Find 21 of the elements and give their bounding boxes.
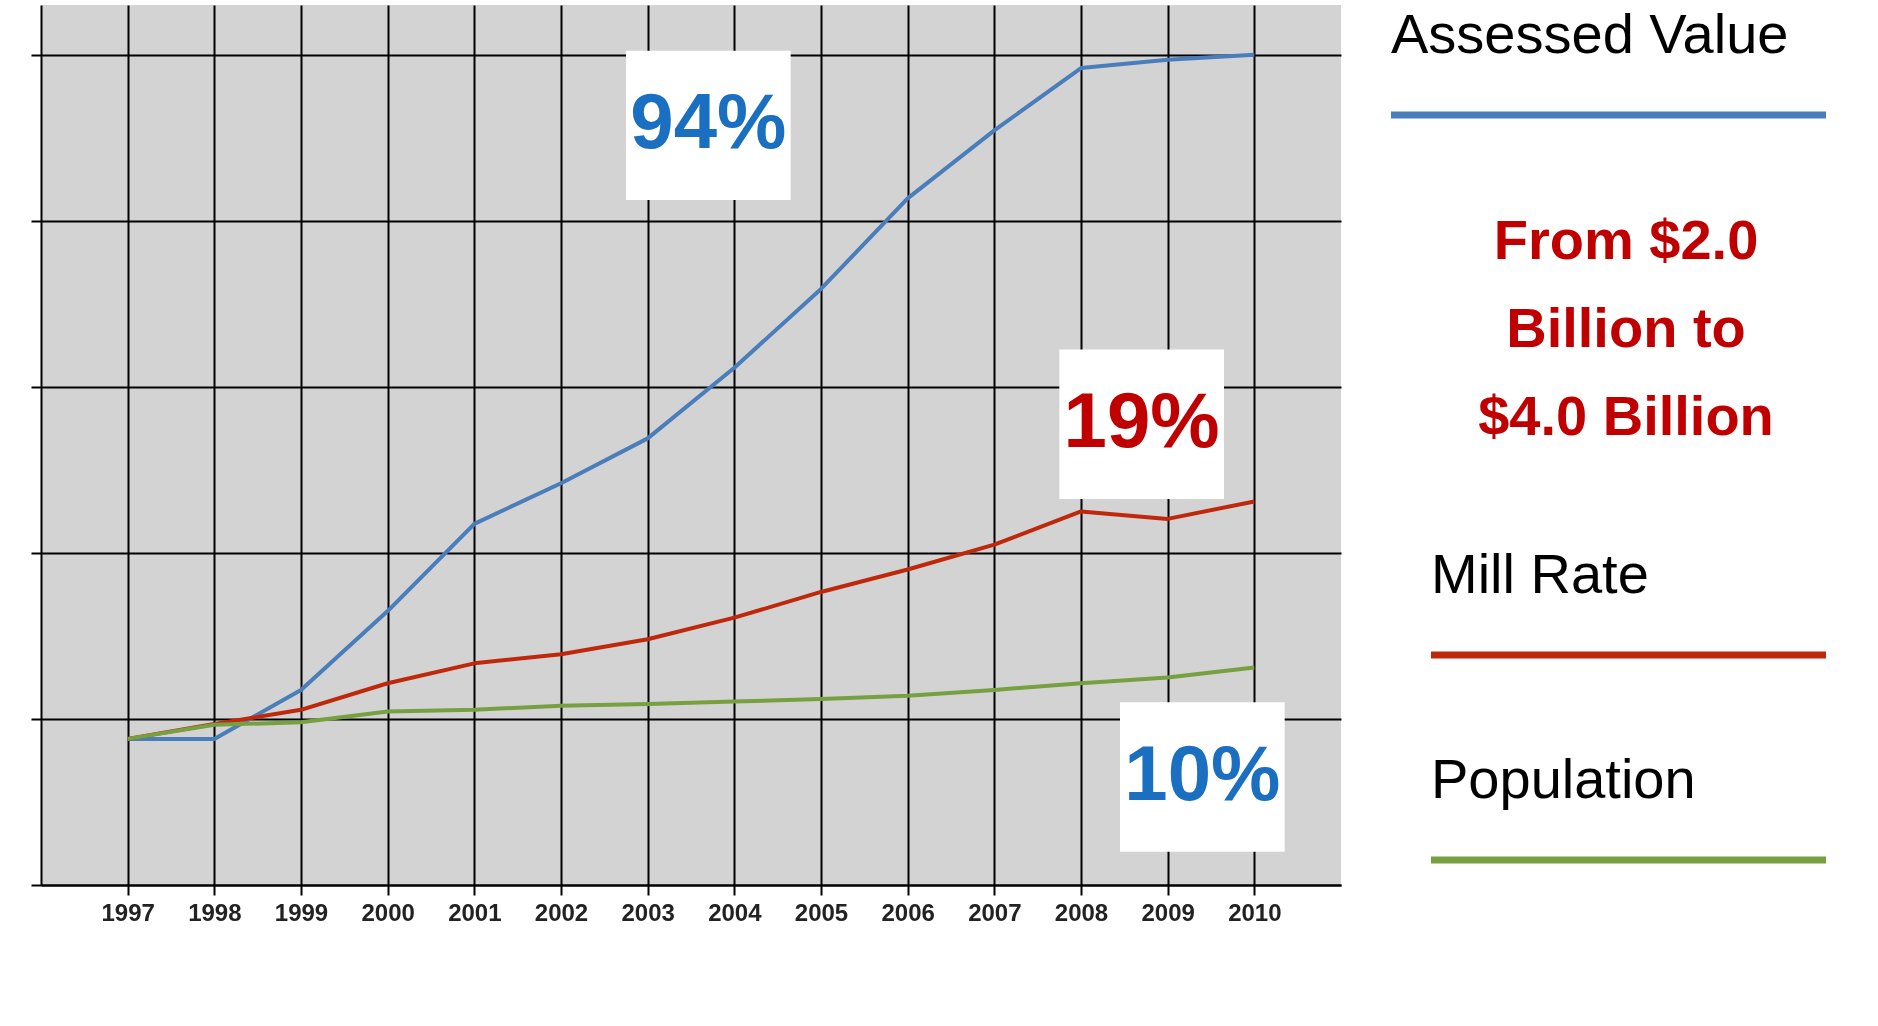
x-tick-label: 2004 — [708, 898, 763, 926]
x-tick-label: 1997 — [101, 898, 155, 926]
x-tick-label: 2006 — [881, 898, 935, 926]
x-tick-label: 1999 — [274, 898, 329, 926]
x-tick-label: 2008 — [1054, 898, 1109, 926]
annotation: 19% — [1063, 376, 1220, 465]
text: From $2.0 Billion to $4.0 Billion — [1478, 208, 1774, 447]
x-tick-label: 2002 — [534, 898, 589, 926]
text: Assessed Value — [1391, 2, 1789, 65]
x-tick-label: 2007 — [968, 898, 1022, 926]
x-tick-label: 2001 — [448, 898, 502, 926]
annotation: 94% — [630, 77, 787, 166]
x-tick-label: 2005 — [794, 898, 849, 926]
annotation: 10% — [1124, 729, 1281, 818]
x-tick-label: 2003 — [621, 898, 675, 926]
x-tick-label: 2010 — [1228, 898, 1282, 926]
x-tick-label: 2009 — [1141, 898, 1195, 926]
x-tick-label: 2000 — [361, 898, 415, 926]
text: Population — [1431, 747, 1696, 810]
x-tick-label: 1998 — [188, 898, 242, 926]
text: Mill Rate — [1431, 542, 1649, 605]
